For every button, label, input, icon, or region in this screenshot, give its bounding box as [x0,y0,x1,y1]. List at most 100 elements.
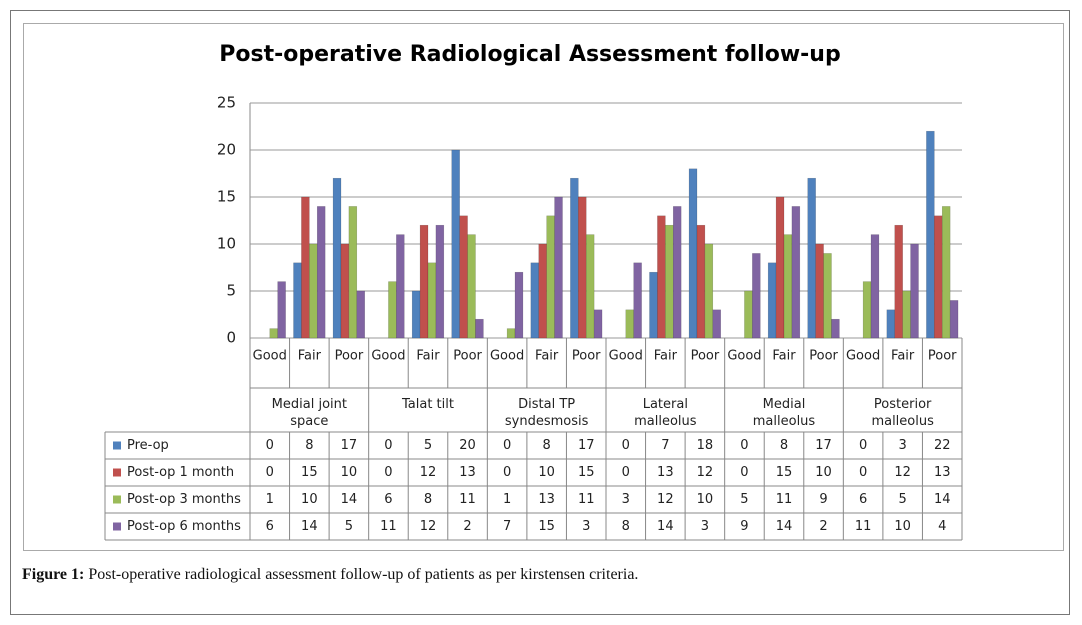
table-value: 11 [776,492,793,507]
bar [831,318,840,339]
table-value: 9 [740,519,748,534]
caption-text: Post-operative radiological assessment f… [88,566,639,583]
table-value: 8 [424,492,432,507]
bar [578,196,587,339]
table-value: 8 [305,438,313,453]
bar [791,206,801,339]
table-value: 10 [894,519,911,534]
table-value: 12 [420,519,437,534]
legend-swatch [113,441,121,450]
bar [704,243,714,339]
bar [570,177,579,339]
table-value: 0 [859,465,867,480]
bar [593,309,603,339]
table-value: 10 [815,465,832,480]
group-label: Posterior malleolus [871,397,934,429]
x-tick-label: Good [846,349,880,364]
bar [277,281,286,339]
table-value: 12 [697,465,714,480]
legend-label: Post-op 1 month [127,465,234,480]
group-label: Talat tilt [401,397,454,412]
table-value: 5 [899,492,907,507]
table-value: 5 [345,519,353,534]
group-label: Distal TP syndesmosis [504,397,589,429]
table-value: 14 [657,519,674,534]
bar [475,318,484,339]
table-value: 13 [538,492,555,507]
x-tick-label: Poor [691,349,720,364]
table-value: 6 [384,492,392,507]
bar [530,262,540,339]
table-value: 17 [815,438,832,453]
table-value: 2 [819,519,827,534]
bar [752,253,761,339]
table-value: 5 [740,492,748,507]
bar [744,290,753,339]
table-value: 14 [934,492,951,507]
x-tick-label: Poor [809,349,838,364]
bar [886,309,896,339]
bar [316,206,326,339]
group-label: Medial joint space [271,397,347,429]
table-value: 8 [622,519,630,534]
bar [775,196,785,339]
bar [427,262,437,339]
bar [625,309,634,339]
bar [712,309,721,339]
table-value: 17 [341,438,358,453]
table-value: 10 [697,492,714,507]
table-value: 0 [266,465,274,480]
bar [301,196,310,339]
bar [269,328,278,339]
table-value: 10 [341,465,358,480]
table-value: 15 [776,465,793,480]
x-tick-label: Good [253,349,287,364]
table-value: 0 [740,438,748,453]
table-value: 10 [538,465,555,480]
table-value: 0 [622,438,630,453]
table-value: 0 [740,465,748,480]
bar [467,234,476,339]
bar [870,234,880,339]
legend-label: Post-op 3 months [127,492,241,507]
table-value: 11 [578,492,595,507]
table-value: 0 [266,438,274,453]
outer-frame [10,10,1070,615]
y-tick-label: 25 [217,94,236,112]
x-tick-label: Fair [298,349,322,364]
group-label: Medial malleolus [752,397,816,429]
legend-swatch [113,522,121,531]
chart-frame [23,23,1064,551]
table-value: 17 [578,438,595,453]
bar [554,196,563,339]
table-value: 15 [578,465,595,480]
table-value: 1 [503,492,511,507]
x-tick-label: Fair [654,349,678,364]
x-tick-label: Poor [335,349,364,364]
table-value: 12 [657,492,674,507]
legend-label: Post-op 6 months [127,519,241,534]
bar [309,243,318,339]
bar [767,262,777,339]
bar [649,271,658,339]
legend-swatch [113,468,121,477]
bar [411,290,421,339]
bar [941,206,951,339]
table-value: 5 [424,438,432,453]
bar [340,243,350,339]
chart-title: Post-operative Radiological Assessment f… [219,42,840,67]
table-value: 0 [622,465,630,480]
bar [435,224,445,339]
table-value: 20 [459,438,476,453]
bar [348,206,358,339]
bar [396,234,405,339]
legend-swatch [113,495,121,504]
table-value: 18 [697,438,714,453]
table-value: 0 [503,465,511,480]
bar [688,168,698,339]
table-value: 6 [266,519,274,534]
table-value: 0 [384,465,392,480]
bar [926,130,935,339]
table-value: 3 [582,519,590,534]
